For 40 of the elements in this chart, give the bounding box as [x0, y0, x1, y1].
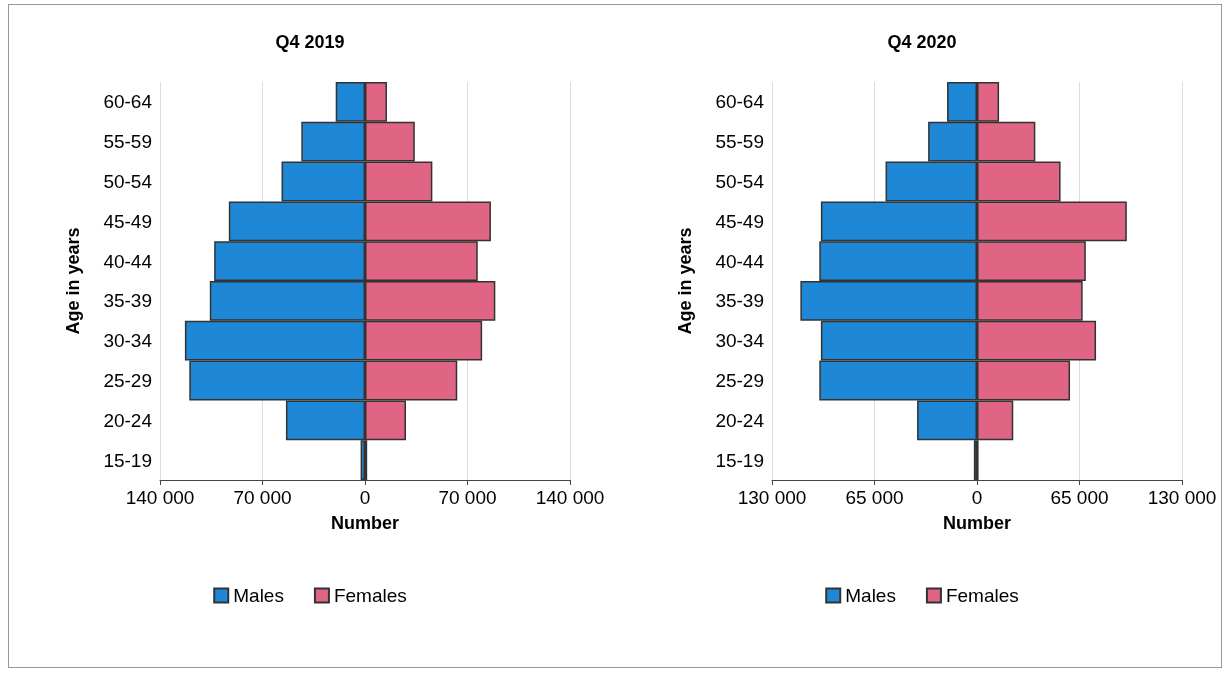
- x-tick-label: 140 000: [125, 487, 195, 508]
- y-tick-label: 25-29: [103, 370, 152, 391]
- y-tick-label: 20-24: [103, 409, 153, 431]
- x-tick-label: 0: [971, 487, 983, 508]
- y-tick-label: 30-34: [103, 330, 153, 352]
- x-axis-title: Number: [330, 513, 400, 533]
- y-tick-label: 45-49: [715, 210, 764, 232]
- legend-label: Females: [945, 585, 1019, 606]
- x-tick-label: 130 000: [737, 487, 807, 508]
- y-tick-label: 15-19: [715, 449, 764, 471]
- y-tick-label: 60-64: [715, 91, 765, 113]
- x-tick-label: 65 000: [845, 487, 904, 508]
- y-tick-label: 40-44: [715, 250, 765, 272]
- y-tick-label: 35-39: [103, 290, 152, 312]
- x-tick-label: 140 000: [535, 487, 605, 508]
- legend-label: Males: [845, 585, 896, 606]
- x-tick-label: 130 000: [1147, 487, 1217, 508]
- y-tick-label: 30-34: [715, 330, 765, 352]
- y-tick-label: 50-54: [715, 171, 765, 192]
- y-tick-label: 60-64: [103, 91, 153, 113]
- y-axis-title: Age in years: [675, 227, 695, 335]
- y-tick-label: 50-54: [103, 171, 153, 192]
- legend-label: Females: [333, 585, 407, 606]
- y-tick-label: 15-19: [103, 449, 152, 471]
- y-tick-label: 25-29: [715, 370, 764, 391]
- y-tick-label: 45-49: [103, 210, 152, 232]
- x-tick-label: 70 000: [233, 487, 292, 508]
- y-tick-label: 55-59: [715, 131, 764, 153]
- legend-label: Males: [233, 585, 284, 606]
- chart-title: Q4 2020: [887, 32, 957, 52]
- y-tick-label: 35-39: [715, 290, 764, 312]
- x-axis-title: Number: [942, 513, 1012, 533]
- y-tick-label: 20-24: [715, 409, 765, 431]
- y-tick-label: 55-59: [103, 131, 152, 153]
- x-tick-label: 70 000: [438, 487, 497, 508]
- x-tick-label: 65 000: [1050, 487, 1109, 508]
- y-tick-label: 40-44: [103, 250, 153, 272]
- y-axis-title: Age in years: [63, 227, 83, 335]
- x-tick-label: 0: [359, 487, 371, 508]
- chart-title: Q4 2019: [275, 32, 345, 52]
